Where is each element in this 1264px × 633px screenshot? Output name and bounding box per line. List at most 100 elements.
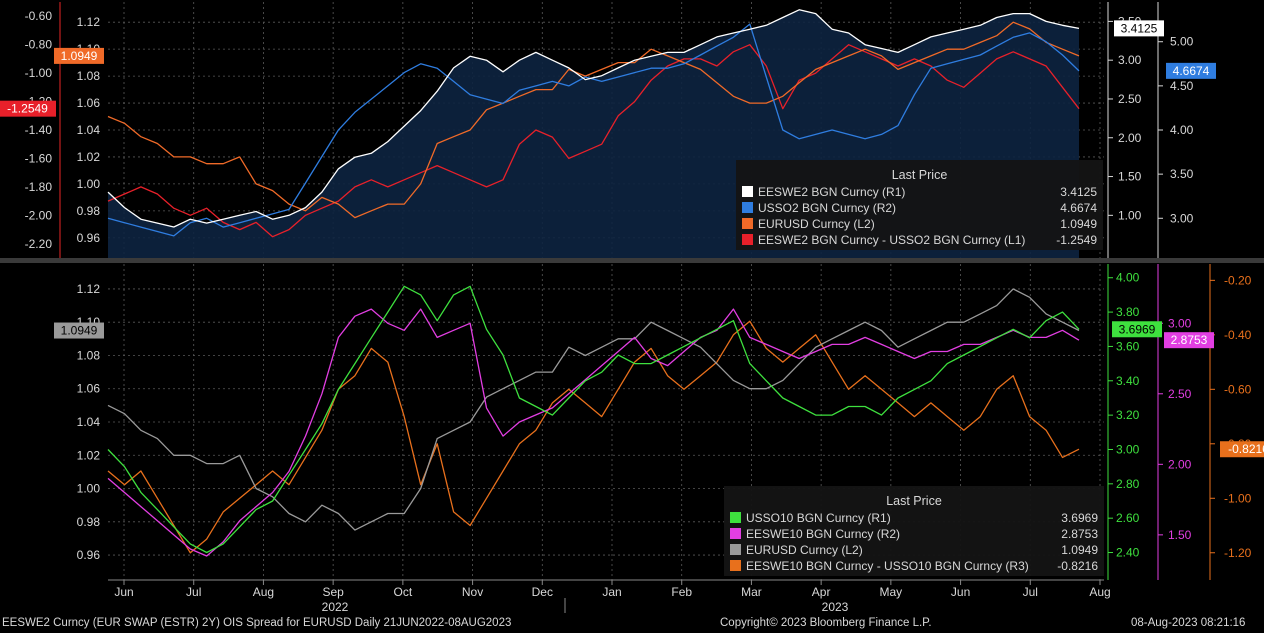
x-tick-label-month: Mar bbox=[741, 585, 762, 599]
tick-label: 1.12 bbox=[77, 282, 101, 296]
tick-label: 3.80 bbox=[1116, 305, 1140, 319]
tick-label: 2.00 bbox=[1168, 457, 1192, 471]
tick-label: -1.60 bbox=[25, 151, 53, 165]
x-tick-label-month: Aug bbox=[253, 585, 274, 599]
legend-series-name: EESWE2 BGN Curncy (R1) bbox=[758, 185, 905, 199]
x-tick-label-year: 2022 bbox=[322, 600, 349, 614]
tick-label: -0.60 bbox=[25, 9, 53, 23]
legend-swatch bbox=[730, 560, 741, 571]
axis-r2: 1.50 2.00 2.50 3.00 bbox=[1157, 264, 1192, 580]
axis-r1: 1.001.502.002.503.003.50 bbox=[1107, 2, 1142, 258]
tick-label: 4.50 bbox=[1170, 79, 1194, 93]
tick-label: -1.80 bbox=[25, 180, 53, 194]
tick-label: 1.06 bbox=[77, 96, 101, 110]
tick-label: -0.40 bbox=[1224, 328, 1252, 342]
legend-series-value: -0.8216 bbox=[1057, 559, 1098, 573]
tick-label: -0.60 bbox=[1224, 382, 1252, 396]
x-tick-label-month: Nov bbox=[462, 585, 483, 599]
tick-label: 3.60 bbox=[1116, 339, 1140, 353]
tick-label: 3.40 bbox=[1116, 374, 1140, 388]
x-tick-label-month: Apr bbox=[812, 585, 831, 599]
legend-box bbox=[724, 486, 1104, 576]
x-tick-label-month: Jul bbox=[1023, 585, 1038, 599]
series-line bbox=[107, 9, 1080, 228]
tick-label: 1.50 bbox=[1168, 528, 1192, 542]
legend-series-name: EESWE10 BGN Curncy (R2) bbox=[746, 527, 900, 541]
legend-series-name: EESWE10 BGN Curncy - USSO10 BGN Curncy (… bbox=[746, 559, 1029, 573]
tick-label: 1.04 bbox=[77, 415, 101, 429]
tick-label: 4.00 bbox=[1170, 123, 1194, 137]
legend-series-value: 2.8753 bbox=[1061, 527, 1098, 541]
tick-label: 1.02 bbox=[77, 448, 101, 462]
tick-label: 1.00 bbox=[77, 482, 101, 496]
x-tick-label-month: Oct bbox=[394, 585, 413, 599]
last-value-tag bbox=[1164, 332, 1214, 349]
last-value-label: -1.2549 bbox=[7, 102, 48, 116]
x-tick-label-month: Jun bbox=[951, 585, 970, 599]
last-value-tag bbox=[1166, 62, 1216, 79]
last-value-tag bbox=[54, 322, 104, 339]
tick-label: 0.96 bbox=[77, 231, 101, 245]
tick-label: 1.50 bbox=[1118, 170, 1142, 184]
legend-swatch bbox=[742, 202, 753, 213]
tick-label: 2.00 bbox=[1118, 131, 1142, 145]
tick-label: 0.96 bbox=[77, 548, 101, 562]
series-line bbox=[107, 21, 1080, 219]
last-value-tag bbox=[1112, 321, 1162, 338]
x-tick-label-year: 2023 bbox=[822, 600, 849, 614]
tick-label: 1.06 bbox=[77, 382, 101, 396]
legend-series-name: USSO10 BGN Curncy (R1) bbox=[746, 511, 891, 525]
panel-divider bbox=[0, 258, 1264, 263]
last-value-tag bbox=[0, 100, 56, 117]
last-value-tag bbox=[54, 47, 104, 64]
series-line bbox=[107, 285, 1080, 554]
axis-r1: 2.40 2.60 2.80 3.00 3.20 3.40 3.60 3.80 4.00 bbox=[1107, 264, 1140, 580]
tick-label: 5.00 bbox=[1170, 35, 1194, 49]
tick-label: -1.00 bbox=[25, 66, 53, 80]
tick-label: 1.04 bbox=[77, 123, 101, 137]
tick-label: 3.00 bbox=[1168, 316, 1192, 330]
x-tick-label-month: Dec bbox=[532, 585, 553, 599]
legend-series-value: 3.4125 bbox=[1060, 185, 1097, 199]
x-tick-label-month: Jan bbox=[602, 585, 621, 599]
x-tick-label-month: May bbox=[880, 585, 903, 599]
legend-swatch bbox=[742, 234, 753, 245]
chart-canvas: -0.60 -0.80 -1.00 -1.20 -1.40 -1.60 -1.80 -2.00… bbox=[0, 2, 1264, 614]
legend-swatch bbox=[742, 218, 753, 229]
tick-label: 3.00 bbox=[1118, 53, 1142, 67]
tick-label: -0.80 bbox=[25, 38, 53, 52]
last-value-label: 3.6969 bbox=[1119, 322, 1156, 336]
tick-label: 1.08 bbox=[77, 348, 101, 362]
x-tick-label-month: Feb bbox=[671, 585, 692, 599]
tick-label: 0.98 bbox=[77, 204, 101, 218]
tick-label: 2.60 bbox=[1116, 511, 1140, 525]
series-line bbox=[107, 44, 1080, 238]
x-axis: Jun Jul Aug Sep Oct Nov Dec Jan Feb Mar Apr May Jun J… bbox=[108, 579, 1111, 614]
tick-label: 0.98 bbox=[77, 515, 101, 529]
tick-label: 2.40 bbox=[1116, 546, 1140, 560]
axis-r3: -0.20-0.40-0.60-0.80-1.00-1.20 bbox=[1209, 264, 1252, 580]
footer-copyright: Copyright© 2023 Bloomberg Finance L.P. bbox=[720, 617, 932, 629]
footer-description: EESWE2 Curncy (EUR SWAP (ESTR) 2Y) OIS S… bbox=[2, 617, 512, 629]
x-tick-label-month: Jul bbox=[186, 585, 201, 599]
legend-series-value: 3.6969 bbox=[1061, 511, 1098, 525]
tick-label: 2.50 bbox=[1118, 92, 1142, 106]
series-line bbox=[107, 320, 1080, 554]
tick-label: 2.50 bbox=[1168, 387, 1192, 401]
legend-series-value: 4.6674 bbox=[1060, 201, 1097, 215]
tick-label: 3.50 bbox=[1170, 167, 1194, 181]
axis-l1: -0.60-0.80-1.00-1.20-1.40-1.60-1.80-2.00… bbox=[25, 9, 53, 251]
legend-title: Last Price bbox=[886, 494, 942, 508]
tick-label: 3.00 bbox=[1116, 442, 1140, 456]
last-value-label: -0.8216 bbox=[1228, 442, 1264, 456]
tick-label: -0.20 bbox=[1224, 273, 1252, 287]
tick-label: 1.00 bbox=[1118, 208, 1142, 222]
tick-label: -2.00 bbox=[25, 208, 53, 222]
series-line bbox=[107, 23, 1080, 237]
legend: Last Price USSO10 BGN Curncy (R1) 3.6969 EE… bbox=[724, 486, 1104, 576]
legend-series-name: EURUSD Curncy (L2) bbox=[758, 217, 875, 231]
last-value-label: 4.6674 bbox=[1173, 64, 1210, 78]
axis-r2: 3.00 3.50 4.00 4.50 5.00 bbox=[1157, 2, 1194, 258]
last-value-label: 1.0949 bbox=[61, 324, 98, 338]
legend-series-name: EURUSD Curncy (L2) bbox=[746, 543, 863, 557]
